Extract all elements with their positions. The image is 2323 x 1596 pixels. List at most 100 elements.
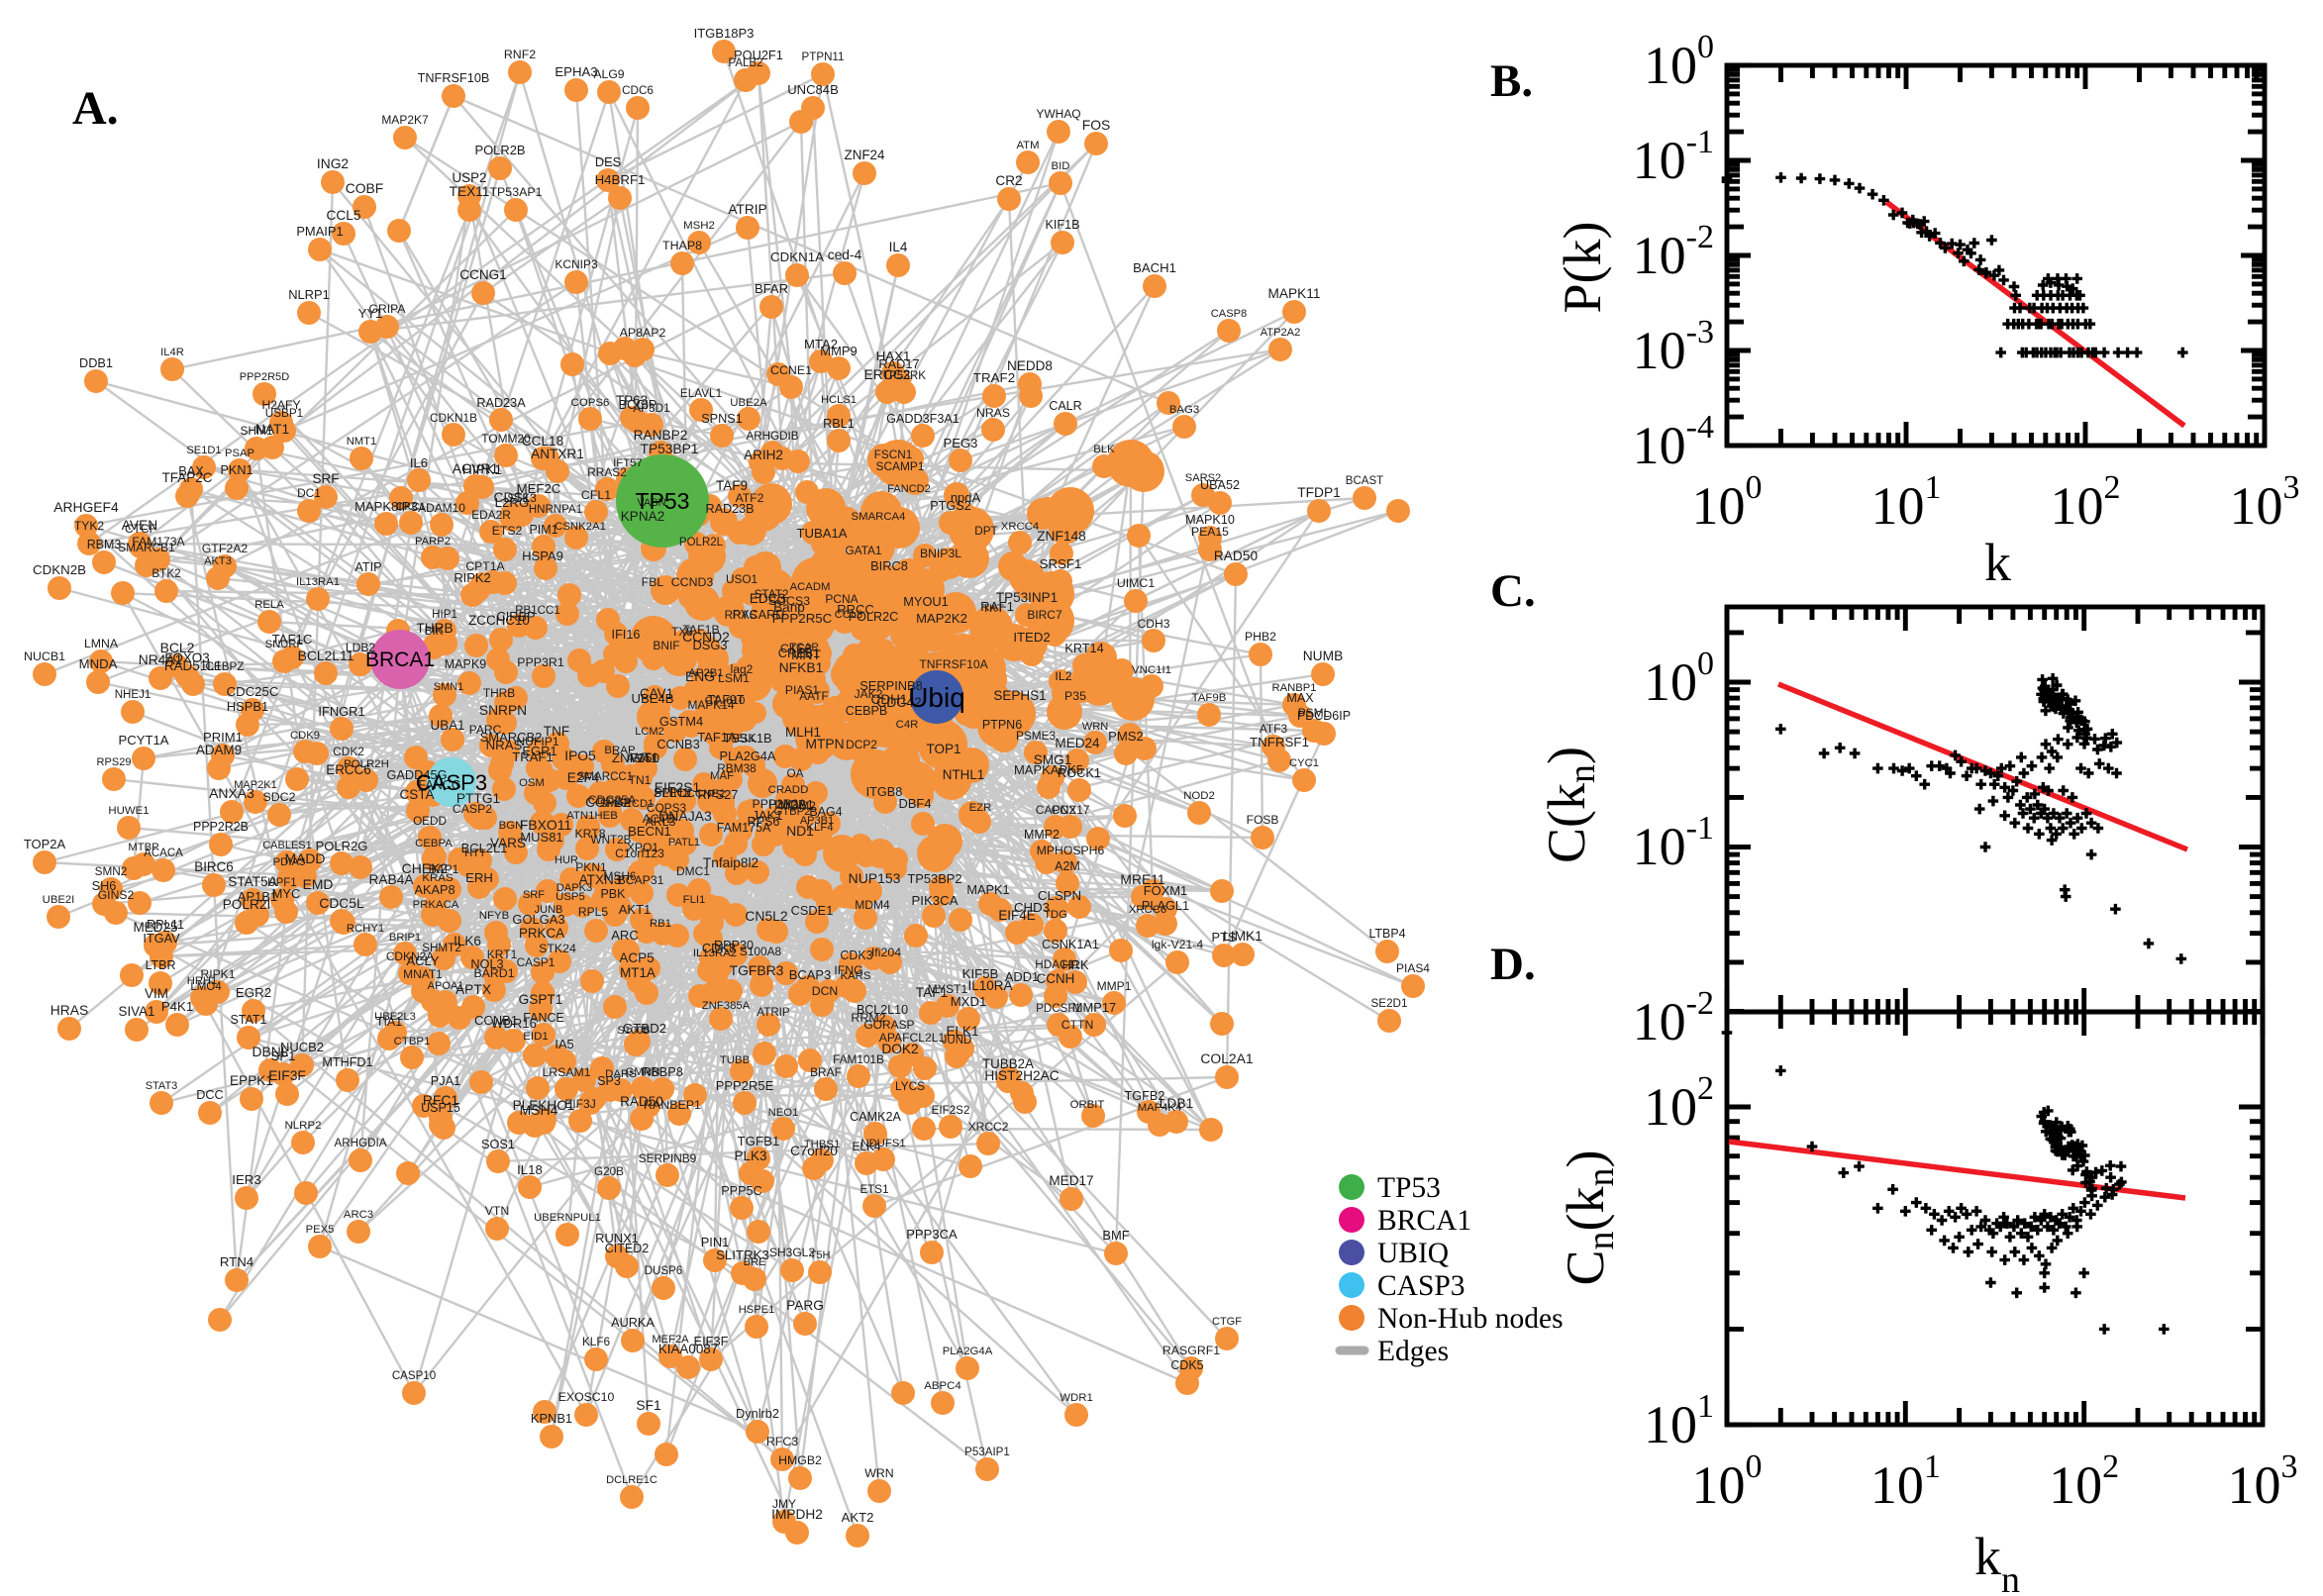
svg-text:FOSB: FOSB xyxy=(1247,813,1279,827)
svg-text:NOL3: NOL3 xyxy=(470,956,503,971)
svg-text:CPT1A: CPT1A xyxy=(465,559,505,573)
svg-text:ASA1: ASA1 xyxy=(626,751,656,765)
svg-text:TGFB1: TGFB1 xyxy=(738,1134,780,1148)
svg-text:ING2: ING2 xyxy=(317,156,349,171)
svg-text:HUR: HUR xyxy=(555,854,578,866)
svg-text:RBBP8: RBBP8 xyxy=(642,1064,683,1079)
svg-text:WRN: WRN xyxy=(864,1466,893,1480)
svg-text:MDM2: MDM2 xyxy=(780,799,816,813)
svg-text:SE1D1: SE1D1 xyxy=(186,445,221,456)
svg-text:BRCA1: BRCA1 xyxy=(1377,1205,1471,1237)
svg-text:BLK: BLK xyxy=(1093,444,1115,455)
svg-text:SDC2: SDC2 xyxy=(262,790,295,804)
svg-text:AKT1: AKT1 xyxy=(619,902,651,917)
svg-text:LSM1: LSM1 xyxy=(718,671,750,685)
svg-text:WDR1: WDR1 xyxy=(1060,1392,1093,1404)
svg-text:SMARCD1: SMARCD1 xyxy=(600,798,654,810)
svg-text:THRB: THRB xyxy=(483,686,515,700)
svg-text:SMN2: SMN2 xyxy=(95,865,128,878)
svg-text:SPNS1: SPNS1 xyxy=(701,412,743,426)
svg-text:EMD: EMD xyxy=(303,876,334,892)
svg-text:MED17: MED17 xyxy=(1049,1173,1093,1188)
svg-text:TNFRSF10B: TNFRSF10B xyxy=(418,70,490,85)
svg-text:RIPK1: RIPK1 xyxy=(201,967,236,981)
svg-text:C1orf123: C1orf123 xyxy=(615,847,664,860)
svg-text:UBA1: UBA1 xyxy=(431,718,465,733)
svg-text:ZNF24: ZNF24 xyxy=(845,148,886,162)
svg-text:MMP1: MMP1 xyxy=(1097,979,1132,993)
svg-text:TEX11: TEX11 xyxy=(450,184,490,199)
svg-text:EIF3F: EIF3F xyxy=(268,1067,306,1083)
svg-text:CCNE1: CCNE1 xyxy=(770,363,812,377)
svg-text:SEPHS1: SEPHS1 xyxy=(993,688,1046,703)
svg-text:ATIP: ATIP xyxy=(354,560,381,574)
svg-text:AP3D1: AP3D1 xyxy=(633,402,669,415)
svg-text:THBS1: THBS1 xyxy=(804,1139,841,1150)
svg-text:MYOU1: MYOU1 xyxy=(903,594,948,609)
svg-text:L2RG: L2RG xyxy=(495,495,530,510)
svg-text:SMARCA4: SMARCA4 xyxy=(852,511,906,523)
svg-text:USO1: USO1 xyxy=(726,572,758,586)
svg-text:RTN4: RTN4 xyxy=(220,1254,253,1269)
svg-text:NRAS: NRAS xyxy=(486,738,523,752)
svg-text:CDK5: CDK5 xyxy=(1170,1358,1203,1372)
svg-text:SERPINB9: SERPINB9 xyxy=(639,1151,697,1165)
svg-text:CDK3: CDK3 xyxy=(840,948,872,962)
svg-text:ELAVL1: ELAVL1 xyxy=(680,387,722,400)
svg-text:PIAS4: PIAS4 xyxy=(1396,961,1430,975)
svg-text:RB1: RB1 xyxy=(650,918,671,930)
svg-text:RUNX1: RUNX1 xyxy=(595,1231,639,1246)
svg-text:DBF4: DBF4 xyxy=(899,796,932,811)
svg-text:ANXA3: ANXA3 xyxy=(209,785,254,801)
svg-text:TNFRSF10A: TNFRSF10A xyxy=(919,657,988,671)
svg-text:GTBD2: GTBD2 xyxy=(623,1021,666,1036)
svg-text:MDM4: MDM4 xyxy=(855,898,890,912)
svg-text:AP8AP2: AP8AP2 xyxy=(620,326,666,340)
svg-text:Tnfaip8l2: Tnfaip8l2 xyxy=(703,855,758,870)
svg-text:ITGB18P3: ITGB18P3 xyxy=(694,26,755,41)
svg-text:ALG9: ALG9 xyxy=(593,67,624,81)
svg-text:IL6: IL6 xyxy=(410,455,428,470)
svg-text:KIF5B: KIF5B xyxy=(962,966,999,981)
svg-text:ARHGEF4: ARHGEF4 xyxy=(53,499,119,515)
svg-text:MLH1: MLH1 xyxy=(785,725,821,740)
svg-text:BIRC6: BIRC6 xyxy=(194,859,234,874)
svg-text:BCAP3: BCAP3 xyxy=(789,967,832,982)
svg-text:Dynlrb2: Dynlrb2 xyxy=(736,1406,779,1421)
svg-text:ANTXR1: ANTXR1 xyxy=(531,447,584,461)
svg-text:CDKN2B: CDKN2B xyxy=(33,562,86,577)
svg-text:CTTN: CTTN xyxy=(1061,1018,1094,1032)
svg-text:IL13RA1: IL13RA1 xyxy=(296,576,340,588)
svg-text:GSTM4: GSTM4 xyxy=(659,714,703,729)
svg-text:PSAP: PSAP xyxy=(225,448,254,459)
svg-text:OSM: OSM xyxy=(519,777,545,789)
svg-text:BCAST: BCAST xyxy=(1346,475,1383,487)
svg-text:B.: B. xyxy=(1490,55,1533,107)
svg-text:ACP5: ACP5 xyxy=(619,950,654,965)
svg-text:AKT2: AKT2 xyxy=(842,1510,874,1525)
svg-text:PRIM1: PRIM1 xyxy=(203,730,243,745)
svg-text:ELL: ELL xyxy=(737,733,757,745)
svg-text:UBE2I: UBE2I xyxy=(43,894,75,906)
svg-text:ARL3: ARL3 xyxy=(646,815,676,829)
svg-text:PLA2G4A: PLA2G4A xyxy=(943,1346,993,1357)
svg-text:CTCF: CTCF xyxy=(125,522,156,536)
svg-text:RAD50: RAD50 xyxy=(1214,549,1259,563)
svg-text:ZNF385A: ZNF385A xyxy=(702,1000,751,1012)
svg-text:HMGB2: HMGB2 xyxy=(778,1453,822,1467)
svg-text:ATM: ATM xyxy=(1016,140,1039,151)
svg-text:H4BRF1: H4BRF1 xyxy=(595,172,646,187)
svg-text:PJA1: PJA1 xyxy=(431,1073,460,1088)
svg-text:CLSPN: CLSPN xyxy=(1038,888,1081,903)
svg-text:XRCC6: XRCC6 xyxy=(1129,904,1166,916)
svg-text:JMY: JMY xyxy=(772,1497,796,1511)
svg-text:NRAS: NRAS xyxy=(976,406,1010,420)
svg-text:TFAP2C: TFAP2C xyxy=(162,470,213,485)
svg-text:TAF9B: TAF9B xyxy=(1192,692,1227,704)
svg-text:NHEJ1: NHEJ1 xyxy=(115,689,152,701)
svg-text:COPS6: COPS6 xyxy=(571,397,610,409)
svg-text:PLK3: PLK3 xyxy=(734,1148,766,1163)
svg-text:C(kn): C(kn) xyxy=(1537,747,1603,863)
svg-text:IL18: IL18 xyxy=(517,1162,543,1177)
svg-text:LYCS: LYCS xyxy=(895,1079,925,1093)
